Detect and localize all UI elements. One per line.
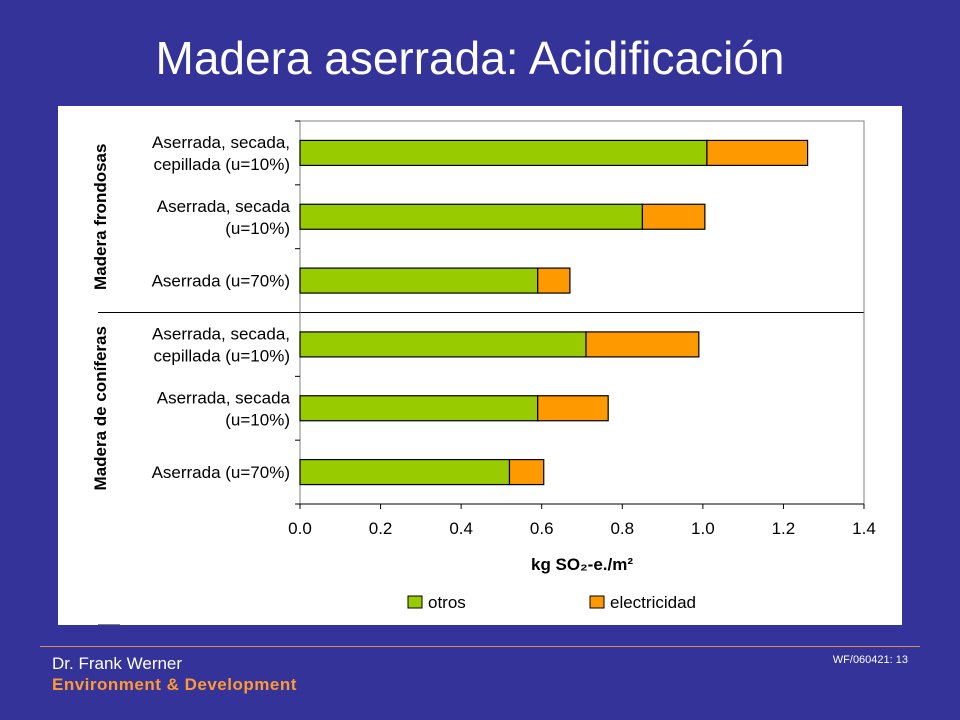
slide-reference: WF/060421: 13 xyxy=(832,654,908,666)
legend-label-electricidad: electricidad xyxy=(610,593,696,612)
category-label: Aserrada, secada, xyxy=(152,324,290,343)
bar-otros xyxy=(299,139,708,167)
legend-label-otros: otros xyxy=(428,593,466,612)
legend-swatch-electricidad xyxy=(589,595,605,609)
x-axis-label: kg SO₂-e./m² xyxy=(531,555,633,574)
legend-swatch-otros xyxy=(407,595,423,609)
stacked-bar-chart: 0.0 0.2 0.4 0.6 0.8 1.0 1.2 1.4 Aserrada, secada… xyxy=(91,120,876,625)
group-label: Madera frondosas xyxy=(91,144,110,290)
bar-otros xyxy=(299,203,644,230)
category-label: Aserrada, secada xyxy=(157,197,291,216)
category-label: (u=10%) xyxy=(225,410,290,429)
category-label: (u=10%) xyxy=(225,219,290,238)
group-label: Madera de coníferas xyxy=(91,326,110,490)
category-label: Aserrada, secada, xyxy=(152,133,290,152)
bar-electricidad xyxy=(537,267,571,294)
bar-otros xyxy=(299,395,539,422)
bar-electricidad xyxy=(508,458,545,486)
bar-otros xyxy=(299,458,511,486)
x-tick-label: 1.2 xyxy=(772,519,796,538)
category-label: cepillada (u=10%) xyxy=(153,346,290,365)
chart-panel: 0.0 0.2 0.4 0.6 0.8 1.0 1.2 1.4 Aserrada, secada… xyxy=(58,106,902,625)
x-tick-label: 1.4 xyxy=(852,519,876,538)
bar-otros xyxy=(299,267,539,294)
x-tick-label: 1.0 xyxy=(691,519,715,538)
bar-electricidad xyxy=(537,395,609,422)
bar-electricidad xyxy=(641,203,706,230)
x-tick-label: 0.4 xyxy=(449,519,473,538)
bar-electricidad xyxy=(706,139,809,167)
bar-otros xyxy=(299,331,587,358)
category-label: Aserrada (u=70%) xyxy=(152,463,290,482)
x-tick-label: 0.0 xyxy=(288,519,312,538)
x-tick-label: 0.8 xyxy=(610,519,634,538)
bar-electricidad xyxy=(585,331,700,358)
x-tick-label: 0.6 xyxy=(530,519,554,538)
footer-divider xyxy=(40,646,920,647)
slide-title: Madera aserrada: Acidificación xyxy=(155,32,785,84)
category-label: cepillada (u=10%) xyxy=(153,155,290,174)
category-label: Aserrada (u=70%) xyxy=(152,272,290,291)
footer-author: Dr. Frank Werner xyxy=(52,654,183,673)
x-tick-label: 0.2 xyxy=(369,519,393,538)
category-label: Aserrada, secada xyxy=(157,388,291,407)
footer-organization: Environment & Development xyxy=(52,675,297,694)
